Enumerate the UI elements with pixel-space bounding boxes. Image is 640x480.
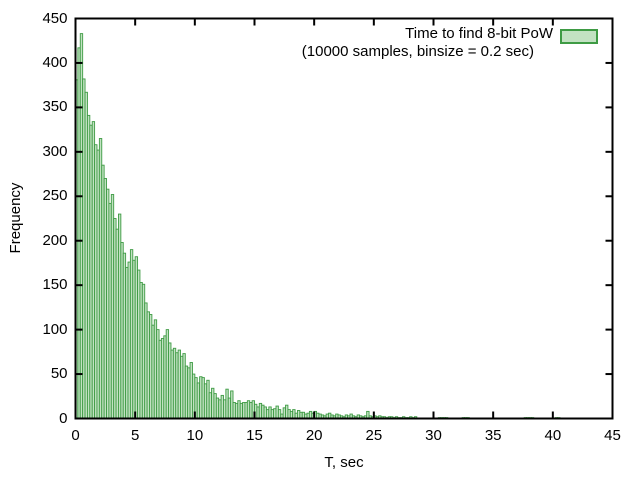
x-tick-label: 20 [305, 426, 323, 444]
y-tick-label: 150 [42, 276, 68, 294]
x-tick-label: 45 [604, 426, 621, 444]
y-tick-label: 400 [42, 53, 68, 71]
y-tick-label: 200 [42, 231, 68, 249]
x-axis-title: T, sec [324, 454, 364, 471]
y-tick-label: 450 [42, 9, 68, 27]
y-axis-title: Frequency [7, 182, 24, 254]
x-tick-label: 0 [71, 426, 80, 444]
x-tick-label: 35 [484, 426, 502, 444]
plot-border [74, 17, 614, 420]
y-tick-label: 50 [50, 365, 68, 383]
x-tick-label: 25 [365, 426, 383, 444]
y-tick-label: 250 [42, 187, 68, 205]
y-tick-label: 0 [59, 409, 68, 427]
x-tick-label: 30 [425, 426, 442, 444]
y-tick-label: 350 [42, 98, 68, 116]
x-tick-label: 15 [246, 426, 263, 444]
x-tick-label: 5 [130, 426, 140, 444]
legend-swatch [560, 29, 598, 44]
y-tick-label: 300 [42, 142, 68, 160]
legend-subtitle: (10000 samples, binsize = 0.2 sec) [301, 43, 534, 60]
x-tick-label: 10 [186, 426, 204, 444]
y-tick-label: 100 [42, 320, 68, 338]
x-tick-label: 40 [544, 426, 562, 444]
legend-title: Time to find 8-bit PoW [405, 25, 553, 42]
